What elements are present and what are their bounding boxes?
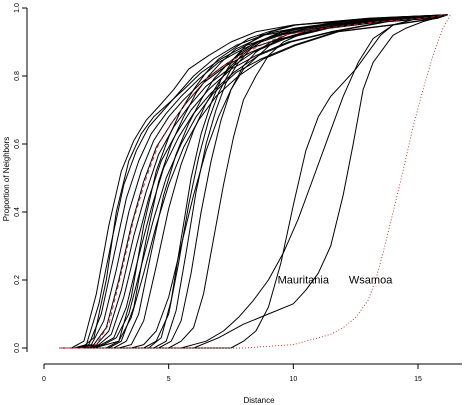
series-line-12 — [59, 14, 448, 349]
x-tick-label: 15 — [414, 376, 422, 383]
series-line-11 — [59, 14, 449, 349]
series-line-8 — [59, 14, 449, 349]
series-line-19 — [59, 14, 448, 349]
y-tick-label: 1.0 — [14, 3, 21, 13]
series-line-26 — [59, 14, 448, 349]
x-axis-ticks: 0 5 10 15 — [42, 364, 422, 383]
series-line-18 — [59, 14, 448, 349]
y-tick-label: 0.4 — [14, 207, 21, 217]
y-tick-label: 0.2 — [14, 275, 21, 285]
series-line-4 — [59, 14, 448, 349]
y-axis-ticks: 0.0 0.2 0.4 0.6 0.8 1.0 — [14, 3, 27, 353]
series-line-7 — [59, 14, 448, 349]
series-line-1 — [59, 14, 448, 349]
y-tick-label: 0.8 — [14, 71, 21, 81]
series-layer — [59, 14, 451, 349]
series-line-23 — [59, 14, 448, 349]
series-line-22 — [59, 14, 448, 349]
series-line-16 — [59, 14, 448, 349]
y-tick-label: 0.0 — [14, 343, 21, 353]
series-line-21 — [59, 14, 448, 349]
series-line-13 — [59, 14, 448, 349]
series-line-17 — [59, 14, 448, 349]
y-tick-label: 0.6 — [14, 139, 21, 149]
series-line-20 — [59, 14, 448, 349]
x-tick-label: 5 — [167, 376, 171, 383]
annotation-mauritania: Mauritania — [278, 274, 330, 286]
series-line-24 — [59, 14, 449, 349]
series-line-5 — [59, 14, 448, 349]
series-line-10 — [59, 14, 449, 349]
series-line-2 — [59, 14, 448, 349]
series-line-15 — [59, 14, 448, 349]
x-tick-label: 0 — [42, 376, 46, 383]
series-line-6 — [59, 14, 448, 349]
x-axis-label: Distance — [243, 396, 275, 405]
series-line-14 — [59, 14, 448, 349]
series-line-3 — [59, 14, 448, 349]
series-line-25 — [59, 14, 451, 349]
y-axis-label: Proportion of Neighbors — [2, 137, 11, 222]
annotation-wsamoa: Wsamoa — [349, 274, 393, 286]
x-tick-label: 10 — [289, 376, 297, 383]
series-line-9 — [59, 14, 448, 349]
